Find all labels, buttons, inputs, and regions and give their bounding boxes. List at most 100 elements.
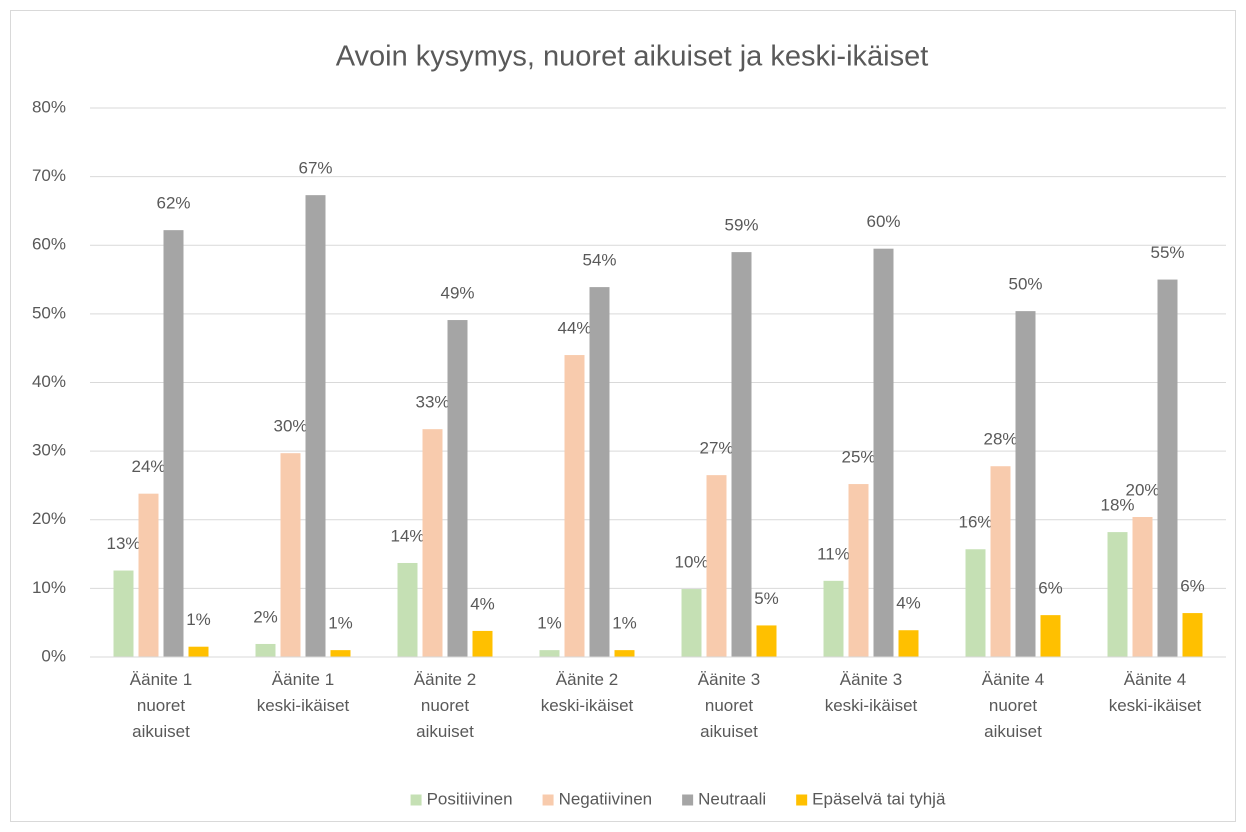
x-tick-line: Äänite 3 <box>840 670 902 689</box>
data-label: 13% <box>106 534 140 553</box>
bar <box>681 589 702 657</box>
x-tick-line: Äänite 2 <box>556 670 618 689</box>
data-label: 16% <box>958 513 992 532</box>
data-label: 44% <box>557 319 591 338</box>
data-label: 14% <box>390 526 424 545</box>
bar <box>1015 311 1036 657</box>
x-tick-line: keski-ikäiset <box>1109 696 1202 715</box>
x-tick-line: nuoret <box>989 696 1037 715</box>
x-tick-label: Äänite 3 keski-ikäiset <box>825 670 918 715</box>
x-tick-line: Äänite 4 <box>1124 670 1186 689</box>
x-tick-line: Äänite 1 <box>272 670 334 689</box>
x-tick-line: aikuiset <box>416 722 474 741</box>
bar <box>1182 613 1203 657</box>
data-label: 50% <box>1008 275 1042 294</box>
data-label: 6% <box>1180 577 1205 596</box>
bar <box>113 570 134 657</box>
data-label: 18% <box>1100 496 1134 515</box>
bar <box>1157 279 1178 657</box>
bar <box>397 562 418 657</box>
legend-swatch <box>682 794 694 806</box>
x-tick-line: aikuiset <box>700 722 758 741</box>
x-tick-line: keski-ikäiset <box>541 696 634 715</box>
data-label: 1% <box>186 610 211 629</box>
x-tick-line: Äänite 3 <box>698 670 760 689</box>
data-label: 54% <box>582 251 616 270</box>
x-tick-line: nuoret <box>137 696 185 715</box>
data-label: 10% <box>674 553 708 572</box>
y-tick-label: 20% <box>32 509 66 528</box>
y-tick-label: 40% <box>32 372 66 391</box>
data-label: 28% <box>983 430 1017 449</box>
bar <box>965 549 986 657</box>
bar <box>330 650 351 657</box>
bar <box>422 429 443 657</box>
bar <box>539 650 560 657</box>
x-tick-label: Äänite 1 nuoret aikuiset <box>130 670 192 741</box>
bar <box>255 643 276 657</box>
y-tick-label: 10% <box>32 578 66 597</box>
data-label: 55% <box>1150 243 1184 262</box>
bar <box>990 466 1011 657</box>
data-label: 24% <box>131 457 165 476</box>
x-tick-label: Äänite 2 keski-ikäiset <box>541 670 634 715</box>
data-label: 62% <box>156 194 190 213</box>
bar <box>731 252 752 658</box>
data-label: 4% <box>470 594 495 613</box>
x-tick-line: aikuiset <box>132 722 190 741</box>
bar <box>564 355 585 657</box>
x-tick-label: Äänite 4 keski-ikäiset <box>1109 670 1202 715</box>
bar <box>873 248 894 657</box>
legend-swatch <box>542 794 554 806</box>
data-label: 5% <box>754 589 779 608</box>
y-tick-label: 70% <box>32 166 66 185</box>
data-label: 67% <box>298 159 332 178</box>
legend-swatch <box>796 794 808 806</box>
legend-swatch <box>410 794 422 806</box>
y-tick-label: 50% <box>32 303 66 322</box>
legend-label: Positiivinen <box>427 789 513 808</box>
data-label: 1% <box>537 614 562 633</box>
data-label: 1% <box>612 614 637 633</box>
legend-label: Epäselvä tai tyhjä <box>812 789 946 808</box>
data-label: 4% <box>896 594 921 613</box>
bar <box>1040 615 1061 657</box>
bar <box>589 287 610 657</box>
data-label: 33% <box>415 393 449 412</box>
x-tick-line: nuoret <box>705 696 753 715</box>
data-label: 49% <box>440 284 474 303</box>
x-tick-line: nuoret <box>421 696 469 715</box>
data-label: 60% <box>866 212 900 231</box>
bar <box>305 195 326 657</box>
x-tick-line: Äänite 4 <box>982 670 1044 689</box>
x-tick-label: Äänite 1 keski-ikäiset <box>257 670 350 715</box>
bar <box>1107 532 1128 657</box>
data-label: 11% <box>817 544 850 563</box>
x-tick-line: keski-ikäiset <box>257 696 350 715</box>
data-label: 20% <box>1125 480 1159 499</box>
legend-label: Neutraali <box>698 789 766 808</box>
bar <box>163 230 184 657</box>
x-tick-label: Äänite 2 nuoret aikuiset <box>414 670 476 741</box>
bar <box>138 493 159 657</box>
y-tick-label: 60% <box>32 235 66 254</box>
data-label: 27% <box>699 439 733 458</box>
x-tick-line: Äänite 2 <box>414 670 476 689</box>
x-tick-line: Äänite 1 <box>130 670 192 689</box>
x-tick-line: keski-ikäiset <box>825 696 918 715</box>
x-tick-label: Äänite 4 nuoret aikuiset <box>982 670 1044 741</box>
bar <box>706 475 727 657</box>
data-label: 2% <box>253 607 278 626</box>
bar <box>898 630 919 657</box>
x-tick-line: aikuiset <box>984 722 1042 741</box>
bar <box>848 484 869 657</box>
bar <box>280 453 301 657</box>
data-label: 6% <box>1038 579 1063 598</box>
data-label: 59% <box>724 216 758 235</box>
bar <box>1132 517 1153 657</box>
bar <box>823 580 844 657</box>
bar <box>756 625 777 657</box>
bar <box>188 646 209 657</box>
